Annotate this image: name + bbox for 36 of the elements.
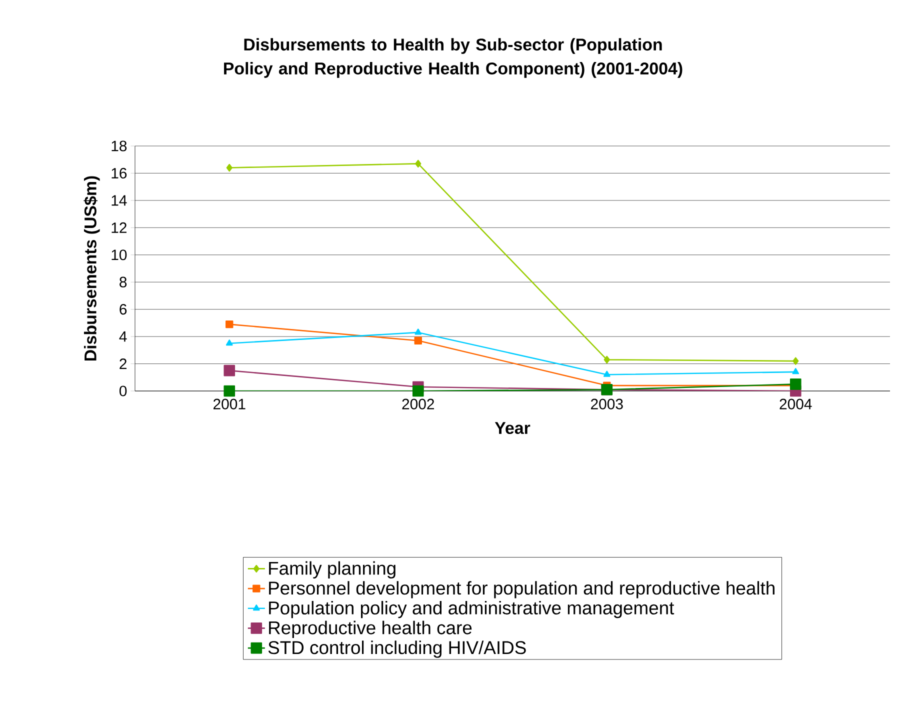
- legend-label: Family planning: [269, 561, 396, 578]
- point: [226, 339, 233, 346]
- point: [603, 370, 610, 377]
- x-axis-title: Year: [494, 422, 530, 434]
- legend-label: Population policy and administrative management: [269, 600, 674, 618]
- y-tick-label: 6: [120, 304, 127, 315]
- point: [790, 378, 802, 390]
- y-tick-label: 18: [112, 140, 127, 152]
- y-tick-label: 12: [112, 222, 126, 233]
- y-tick-label: 4: [119, 331, 127, 342]
- y-tick-label: 8: [120, 276, 127, 288]
- point: [412, 385, 424, 397]
- x-tick-label: 2003: [591, 398, 623, 410]
- y-tick-label: 14: [112, 195, 127, 206]
- x-tick-label: 2004: [780, 398, 812, 410]
- y-axis-title: Disbursements (US$m): [84, 176, 100, 361]
- point: [604, 356, 610, 364]
- point: [226, 164, 232, 172]
- legend-label: Reproductive health care: [269, 620, 472, 638]
- point: [414, 336, 422, 344]
- point: [792, 368, 800, 374]
- chart-title: Disbursements to Health by Sub-sector (Population Policy and Reproductive Health Component) (2001-2004): [224, 38, 682, 78]
- x-tick-label: 2002: [402, 398, 434, 410]
- point: [792, 357, 799, 365]
- y-tick-label: 10: [112, 250, 127, 260]
- y-tick-label: 16: [112, 168, 127, 178]
- x-tick-label: 2001: [214, 398, 246, 410]
- point: [224, 385, 236, 397]
- point: [414, 328, 422, 335]
- point: [415, 160, 422, 168]
- point: [226, 320, 234, 328]
- y-tick-label: 0: [120, 386, 127, 396]
- y-tick-label: 2: [120, 358, 126, 369]
- legend-label: STD control including HIV/AIDS: [268, 640, 526, 658]
- point: [224, 364, 236, 376]
- legend-label: Personnel development for population and reproductive health: [269, 581, 774, 598]
